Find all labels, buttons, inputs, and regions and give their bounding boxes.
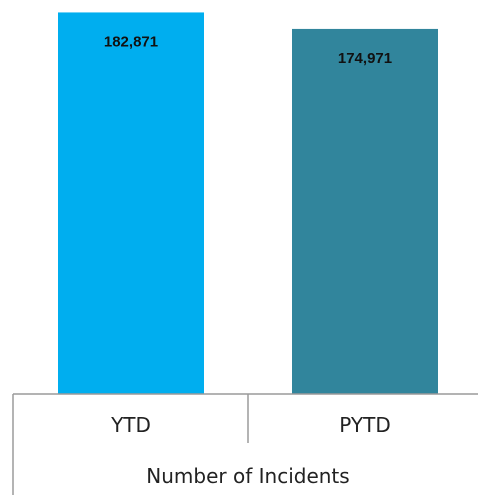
value-label-ytd: 182,871	[104, 33, 158, 50]
group-label: Number of Incidents	[146, 464, 349, 488]
value-labels-group: 182,871 174,971	[104, 33, 392, 66]
bar-pytd	[292, 28, 438, 394]
tick-label-pytd: PYTD	[339, 413, 390, 437]
tick-labels-group: YTD PYTD	[110, 413, 391, 437]
bar-ytd	[58, 12, 204, 394]
tick-label-ytd: YTD	[110, 413, 151, 437]
bars-group	[58, 12, 438, 394]
value-label-pytd: 174,971	[338, 50, 392, 67]
